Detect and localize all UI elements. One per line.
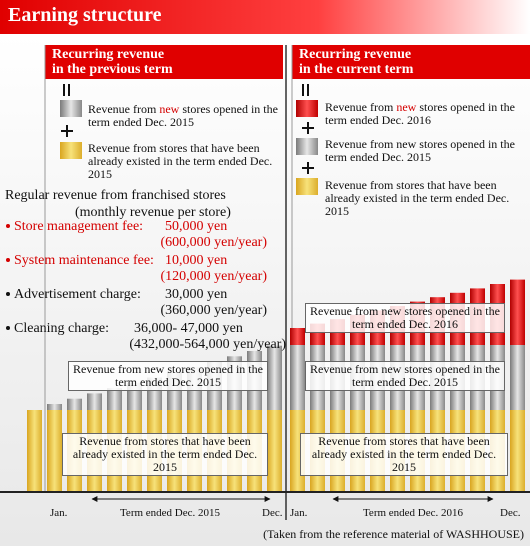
fees-subheading: (monthly revenue per store): [75, 205, 231, 220]
axis-label: Jan.: [50, 507, 68, 519]
fee-label-text: Cleaning charge:: [14, 321, 109, 336]
bullet: [6, 257, 10, 262]
legend-highlight: new: [396, 100, 417, 114]
panel-title: Recurring revenue in the current term: [299, 47, 413, 77]
bar-segment: [510, 345, 525, 410]
title-line: in the current term: [299, 62, 414, 77]
bar-segment: [47, 404, 62, 410]
bar-segment: [47, 410, 62, 492]
axis-label: Jan.: [290, 507, 308, 519]
axis-label: Dec.: [500, 507, 521, 519]
legend-item: Revenue from stores that have been alrea…: [88, 141, 273, 181]
fee-yearly: (600,000 yen/year): [160, 235, 267, 250]
bar-segment: [87, 393, 102, 410]
bullet: [6, 291, 10, 296]
panel-title: Recurring revenue in the previous term: [52, 47, 173, 77]
bar-segment: [290, 328, 305, 345]
fees-heading: Regular revenue from franchised stores: [5, 188, 226, 203]
legend-item: Revenue from stores that have been alrea…: [325, 178, 510, 218]
title-line: Recurring revenue: [52, 47, 165, 62]
bullet: [6, 325, 10, 330]
swatch: [296, 138, 318, 155]
chart-label: Revenue from new stores opened in the te…: [68, 361, 268, 391]
fee-label: Advertisement charge:: [5, 287, 141, 303]
legend-highlight: new: [159, 102, 180, 116]
swatch: [296, 100, 318, 117]
fee-label: Store management fee:: [5, 219, 143, 235]
bullet: [6, 223, 10, 228]
panel-title-bg: [292, 45, 530, 79]
bar-segment: [67, 398, 82, 410]
fee-monthly: 30,000 yen: [165, 287, 228, 302]
fee-label-text: System maintenance fee:: [14, 253, 154, 268]
legend-item: Revenue from new stores opened in the te…: [88, 103, 283, 129]
axis-label: Term ended Dec. 2015: [119, 507, 221, 519]
fee-yearly: (432,000-564,000 yen/year): [129, 337, 286, 352]
fee-label-text: Advertisement charge:: [14, 287, 141, 302]
fee-yearly: (360,000 yen/year): [160, 303, 267, 318]
bar-segment: [510, 279, 525, 345]
axis-label: Dec.: [262, 507, 283, 519]
chart-label: Revenue from stores that have been alrea…: [62, 433, 268, 476]
bar-segment: [107, 388, 122, 410]
swatch: [60, 142, 82, 159]
title-line: Recurring revenue: [299, 47, 412, 62]
chart-label: Revenue from stores that have been alrea…: [300, 433, 508, 476]
bar-segment: [510, 410, 525, 492]
bar-segment: [27, 410, 42, 492]
fee-monthly: 50,000 yen: [165, 219, 228, 234]
fee-label: Cleaning charge:: [5, 321, 109, 337]
chart-label: Revenue from new stores opened in the te…: [305, 303, 505, 333]
bar-segment: [290, 345, 305, 410]
legend-item: Revenue from new stores opened in the te…: [325, 137, 515, 164]
panel-title-bg: [45, 45, 283, 79]
axis-label: Term ended Dec. 2016: [362, 507, 464, 519]
source-note: (Taken from the reference material of WA…: [263, 527, 524, 541]
swatch: [296, 178, 318, 195]
bar-segment: [267, 410, 282, 492]
swatch: [60, 100, 82, 117]
bar-segment: [267, 345, 282, 410]
fee-yearly: (120,000 yen/year): [160, 269, 267, 284]
legend-item: Revenue from new stores opened in the te…: [325, 101, 525, 127]
legend-text: Revenue from: [88, 102, 157, 116]
legend-text: stores opened in the term ended Dec. 201…: [325, 100, 515, 127]
fee-monthly: 36,000- 47,000 yen: [134, 321, 243, 336]
legend-text: stores opened in the term ended Dec. 201…: [88, 102, 278, 129]
legend-text: Revenue from: [325, 100, 394, 114]
fee-label: System maintenance fee:: [5, 253, 154, 269]
header-bar: [0, 0, 530, 34]
chart-label: Revenue from new stores opened in the te…: [305, 361, 505, 391]
symbols: [61, 84, 314, 174]
header-title: Earning structure: [8, 4, 162, 26]
title-line: in the previous term: [52, 62, 173, 77]
fee-label-text: Store management fee:: [14, 219, 144, 234]
fee-monthly: 10,000 yen: [165, 253, 228, 268]
